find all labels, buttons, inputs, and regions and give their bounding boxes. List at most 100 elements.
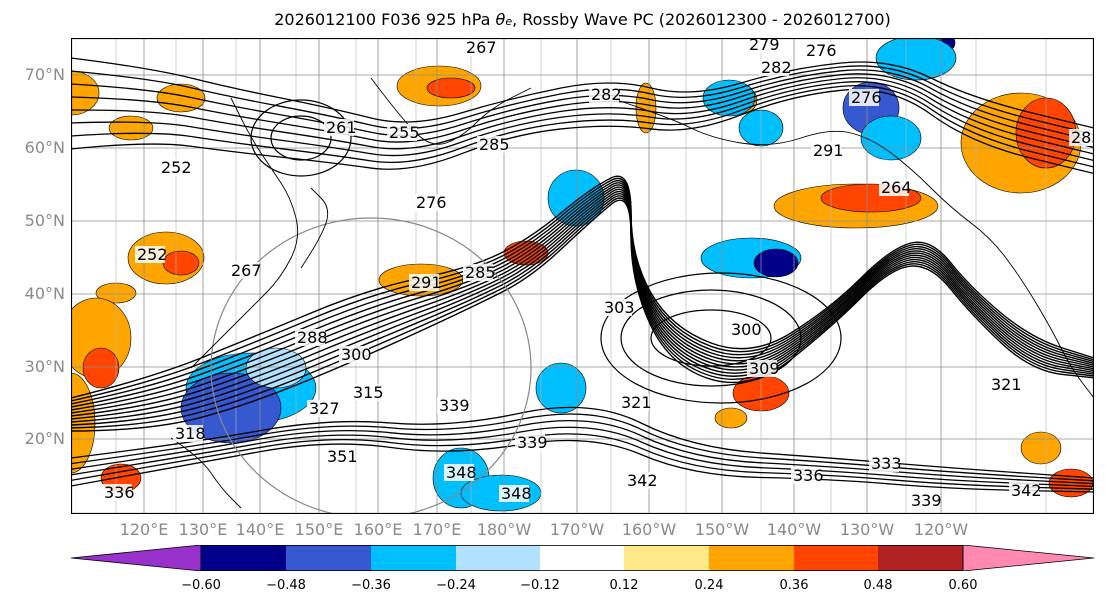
contour-label-bg bbox=[729, 321, 759, 338]
contour-line bbox=[650, 309, 772, 367]
feature-circle bbox=[210, 217, 532, 514]
colorbar-tick-label: −0.12 bbox=[520, 578, 560, 593]
anomaly-region bbox=[108, 115, 154, 141]
contour-label-bg bbox=[499, 485, 529, 502]
contour-labels: 267 279 276 282 282 276 261 255 252 285 291 276 285 2… bbox=[102, 38, 1094, 510]
contour-label: 252 bbox=[161, 158, 192, 177]
contour-label: 303 bbox=[604, 298, 635, 317]
colorbar-tick-label: −0.24 bbox=[436, 578, 476, 593]
contour-label: 276 bbox=[806, 41, 837, 60]
contour-label: 255 bbox=[389, 123, 420, 142]
anomaly-region bbox=[426, 77, 476, 99]
anomaly-region bbox=[753, 248, 799, 278]
lat-label: 30°N bbox=[24, 357, 65, 376]
anomaly-region bbox=[162, 250, 200, 276]
lat-label: 60°N bbox=[24, 138, 65, 157]
map-frame bbox=[71, 38, 1094, 514]
lon-label: 120°W bbox=[913, 520, 969, 539]
anomaly-region bbox=[535, 362, 587, 414]
contour-label: 336 bbox=[793, 466, 824, 485]
colorbar-segment bbox=[709, 545, 794, 571]
contour-label: 336 bbox=[104, 483, 135, 502]
colorbar bbox=[71, 545, 1094, 571]
contour-label-bg bbox=[409, 274, 439, 291]
contour-label-bg bbox=[135, 246, 165, 263]
contour-label-bg bbox=[625, 472, 655, 489]
contour-label-bg bbox=[747, 38, 777, 53]
contour-line bbox=[600, 272, 842, 404]
anomaly-region bbox=[156, 83, 206, 113]
contour-label: 279 bbox=[749, 38, 780, 54]
contour-label: 261 bbox=[326, 118, 357, 137]
lat-label: 40°N bbox=[24, 284, 65, 303]
anomaly-region bbox=[245, 347, 307, 389]
lat-label: 50°N bbox=[24, 211, 65, 230]
lon-label: 130°E bbox=[178, 520, 228, 539]
title-rest: , Rossby Wave PC (2026012300 - 202601270… bbox=[512, 10, 891, 29]
contour-label-bg bbox=[909, 492, 939, 509]
contour-label-bg bbox=[602, 299, 632, 316]
colorbar-tick-label: −0.36 bbox=[351, 578, 391, 593]
contour-label: 339 bbox=[517, 433, 548, 452]
title-symbol: θ bbox=[495, 10, 506, 29]
contour-line bbox=[71, 73, 1094, 149]
colorbar-segment bbox=[540, 545, 624, 571]
coastline bbox=[300, 187, 329, 269]
colorbar-tick-label: 0.36 bbox=[779, 578, 809, 593]
contour-label: 252 bbox=[137, 245, 168, 264]
contour-label: 333 bbox=[871, 454, 902, 473]
colorbar-tick-label: −0.60 bbox=[181, 578, 221, 593]
colorbar-segment bbox=[201, 545, 286, 571]
theta-e-contours bbox=[71, 57, 1094, 514]
contour-line bbox=[71, 426, 1094, 488]
contour-line bbox=[71, 77, 1094, 155]
lon-label: 140°E bbox=[235, 520, 285, 539]
contour-label-bg bbox=[463, 264, 493, 281]
lon-label: 160°E bbox=[353, 520, 403, 539]
map-panel: 267 279 276 282 282 276 261 255 252 285 291 276 285 2… bbox=[71, 38, 1094, 514]
contour-line bbox=[71, 199, 1094, 432]
contour-label: 300 bbox=[731, 320, 762, 339]
contour-label-bg bbox=[811, 142, 841, 159]
contour-label-bg bbox=[295, 329, 325, 346]
contour-line bbox=[71, 88, 1094, 175]
contour-label: 285 bbox=[465, 263, 496, 282]
contour-label: 348 bbox=[501, 484, 532, 503]
contour-label: 285 bbox=[479, 135, 510, 154]
lon-label: 170°W bbox=[549, 520, 605, 539]
contour-label: 339 bbox=[911, 491, 942, 510]
contour-label-bg bbox=[325, 448, 355, 465]
colorbar-segment bbox=[286, 545, 371, 571]
contour-label-bg bbox=[849, 89, 879, 106]
contour-label: 276 bbox=[416, 193, 447, 212]
contour-label-bg bbox=[102, 484, 132, 501]
colorbar-segment bbox=[624, 545, 709, 571]
contour-label-bg bbox=[804, 42, 834, 59]
contour-label: 267 bbox=[466, 38, 497, 57]
contour-label-bg bbox=[589, 86, 619, 103]
contour-label-bg bbox=[159, 159, 189, 176]
contour-label: 285 bbox=[1071, 128, 1094, 147]
lon-label: 120°E bbox=[119, 520, 169, 539]
contour-label-bg bbox=[869, 455, 899, 472]
contour-line bbox=[620, 289, 802, 387]
lon-label: 150°W bbox=[694, 520, 750, 539]
lon-label: 180°W bbox=[476, 520, 532, 539]
colorbar-segment bbox=[371, 545, 456, 571]
contour-label: 282 bbox=[591, 85, 622, 104]
contour-label: 321 bbox=[991, 375, 1022, 394]
lon-label: 160°W bbox=[621, 520, 677, 539]
colorbar-segment bbox=[794, 545, 878, 571]
contour-label: 300 bbox=[341, 345, 372, 364]
contour-line bbox=[71, 433, 1094, 490]
contour-label: 309 bbox=[749, 359, 780, 378]
contour-label: 348 bbox=[446, 463, 477, 482]
contour-label-bg bbox=[173, 425, 203, 442]
anomaly-region bbox=[875, 38, 957, 81]
contour-line bbox=[71, 69, 1094, 142]
contour-label: 282 bbox=[761, 58, 792, 77]
colorbar-segment bbox=[878, 545, 963, 571]
contour-label-bg bbox=[444, 464, 474, 481]
contour-label: 291 bbox=[411, 273, 442, 292]
contour-label-bg bbox=[791, 467, 821, 484]
